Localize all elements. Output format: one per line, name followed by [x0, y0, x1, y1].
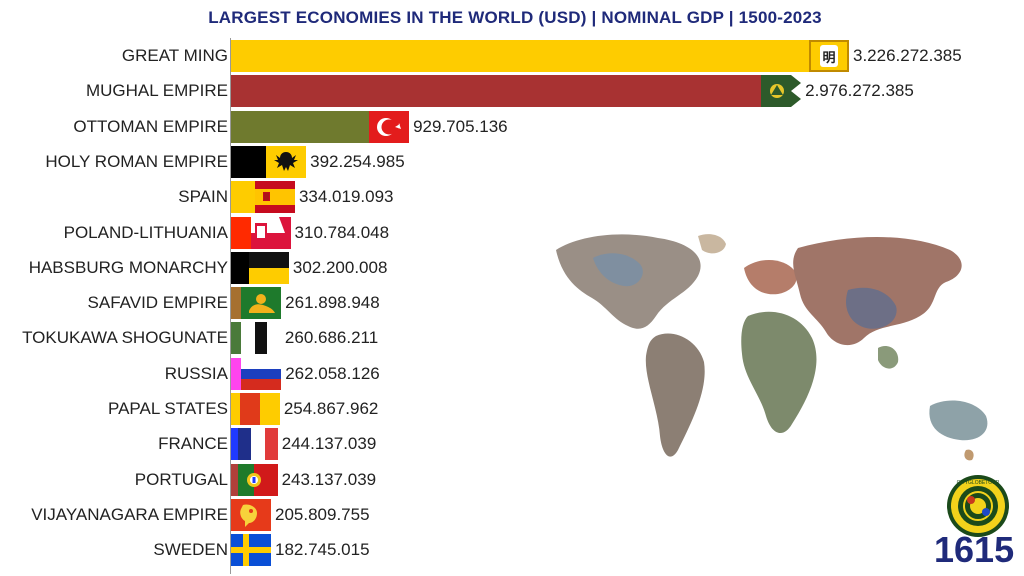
category-label: TOKUKAWA SHOGUNATE [22, 328, 228, 348]
tokugawa-flag-icon [240, 322, 281, 355]
bar [231, 357, 242, 390]
safavid-flag-icon [241, 287, 282, 320]
bar [231, 75, 762, 108]
category-label: SWEDEN [153, 540, 228, 560]
svg-text:CITYGLOBETOUR: CITYGLOBETOUR [957, 480, 1000, 486]
bar [231, 181, 255, 214]
category-label: PORTUGAL [134, 469, 228, 489]
category-label: PAPAL STATES [108, 399, 228, 418]
bar [231, 251, 249, 284]
bar-row: PAPAL STATES 254.867.962 [0, 393, 1024, 425]
bar [231, 40, 809, 72]
bar [231, 216, 251, 249]
category-label: OTTOMAN EMPIRE [73, 116, 228, 136]
bar-row: POLAND-LITHUANIA 310.784.048 [0, 216, 1024, 249]
holy-roman-empire-flag-icon [266, 145, 307, 178]
value-label: 334.019.093 [298, 187, 394, 207]
value-label: 310.784.048 [294, 222, 390, 242]
bar-row: TOKUKAWA SHOGUNATE 260.686.211 [0, 322, 1024, 355]
world-map-icon [556, 234, 988, 461]
value-label: 205.809.755 [275, 504, 370, 524]
papal-states-flag-icon [239, 393, 280, 425]
bar-row: MUGHAL EMPIRE 2.976.272.385 [0, 75, 1024, 108]
chart-title: LARGEST ECONOMIES IN THE WORLD (USD) | N… [208, 8, 822, 27]
bar-row: SAFAVID EMPIRE 261.898.948 [0, 287, 1024, 320]
bar [231, 428, 238, 461]
bar [231, 287, 242, 320]
bar-row: VIJAYANAGARA EMPIRE 205.809.755 [0, 498, 1024, 531]
bar-row: HOLY ROMAN EMPIRE 392.254.985 [0, 145, 1024, 178]
category-label: HOLY ROMAN EMPIRE [45, 151, 228, 171]
year-label: 1615 [934, 529, 1015, 570]
value-label: 392.254.985 [310, 151, 405, 171]
bar [231, 463, 238, 496]
category-label: SPAIN [178, 187, 228, 207]
cityglobetour-logo: CITYGLOBETOUR [947, 475, 1009, 537]
value-label: 243.137.039 [281, 469, 377, 489]
bar-row: PORTUGAL 243.137.039 [0, 463, 1024, 496]
bar [231, 145, 267, 178]
value-label: 929.705.136 [413, 116, 508, 136]
bar-row: FRANCE 244.137.039 [0, 428, 1024, 461]
value-label: 254.867.962 [283, 399, 379, 418]
vijayanagara-flag-icon [231, 498, 271, 531]
poland-lithuania-flag-icon [250, 216, 291, 249]
value-label: 2.976.272.385 [805, 81, 914, 101]
habsburg-flag-icon [248, 251, 289, 284]
bar [231, 393, 240, 425]
sweden-flag-icon [231, 534, 271, 567]
mughal-flag-icon [761, 75, 802, 108]
bar [231, 110, 370, 143]
spain-flag-icon [254, 181, 295, 214]
ottoman-flag-icon [369, 110, 410, 143]
russia-flag-icon [241, 357, 282, 390]
bar-row: HABSBURG MONARCHY 302.200.008 [0, 251, 1024, 284]
france-flag-icon [237, 428, 278, 461]
bar-row: RUSSIA 262.058.126 [0, 357, 1024, 390]
category-label: GREAT MING [121, 46, 228, 65]
y-axis-line [230, 38, 231, 574]
category-label: MUGHAL EMPIRE [85, 81, 228, 101]
value-label: 3.226.272.385 [853, 46, 962, 65]
category-label: VIJAYANAGARA EMPIRE [31, 504, 228, 524]
value-label: 302.200.008 [292, 257, 388, 277]
value-label: 182.745.015 [275, 540, 370, 560]
category-label: POLAND-LITHUANIA [63, 222, 228, 242]
bar-row: SWEDEN 182.745.015 [0, 534, 1024, 567]
value-label: 260.686.211 [284, 328, 379, 348]
value-label: 244.137.039 [281, 434, 377, 454]
category-label: RUSSIA [164, 363, 228, 383]
bar-row: SPAIN 334.019.093 [0, 181, 1024, 214]
bar-row: GREAT MING 明 3.226.272.385 [0, 40, 1024, 72]
svg-text:明: 明 [822, 50, 835, 65]
value-label: 262.058.126 [285, 363, 380, 383]
portugal-flag-icon [237, 463, 278, 496]
ming-flag-icon: 明 [809, 40, 849, 72]
bar-row: OTTOMAN EMPIRE 929.705.136 [0, 110, 1024, 143]
category-label: HABSBURG MONARCHY [28, 257, 228, 277]
bar [231, 322, 241, 355]
category-label: SAFAVID EMPIRE [87, 293, 228, 313]
value-label: 261.898.948 [285, 293, 380, 313]
category-label: FRANCE [158, 434, 228, 454]
